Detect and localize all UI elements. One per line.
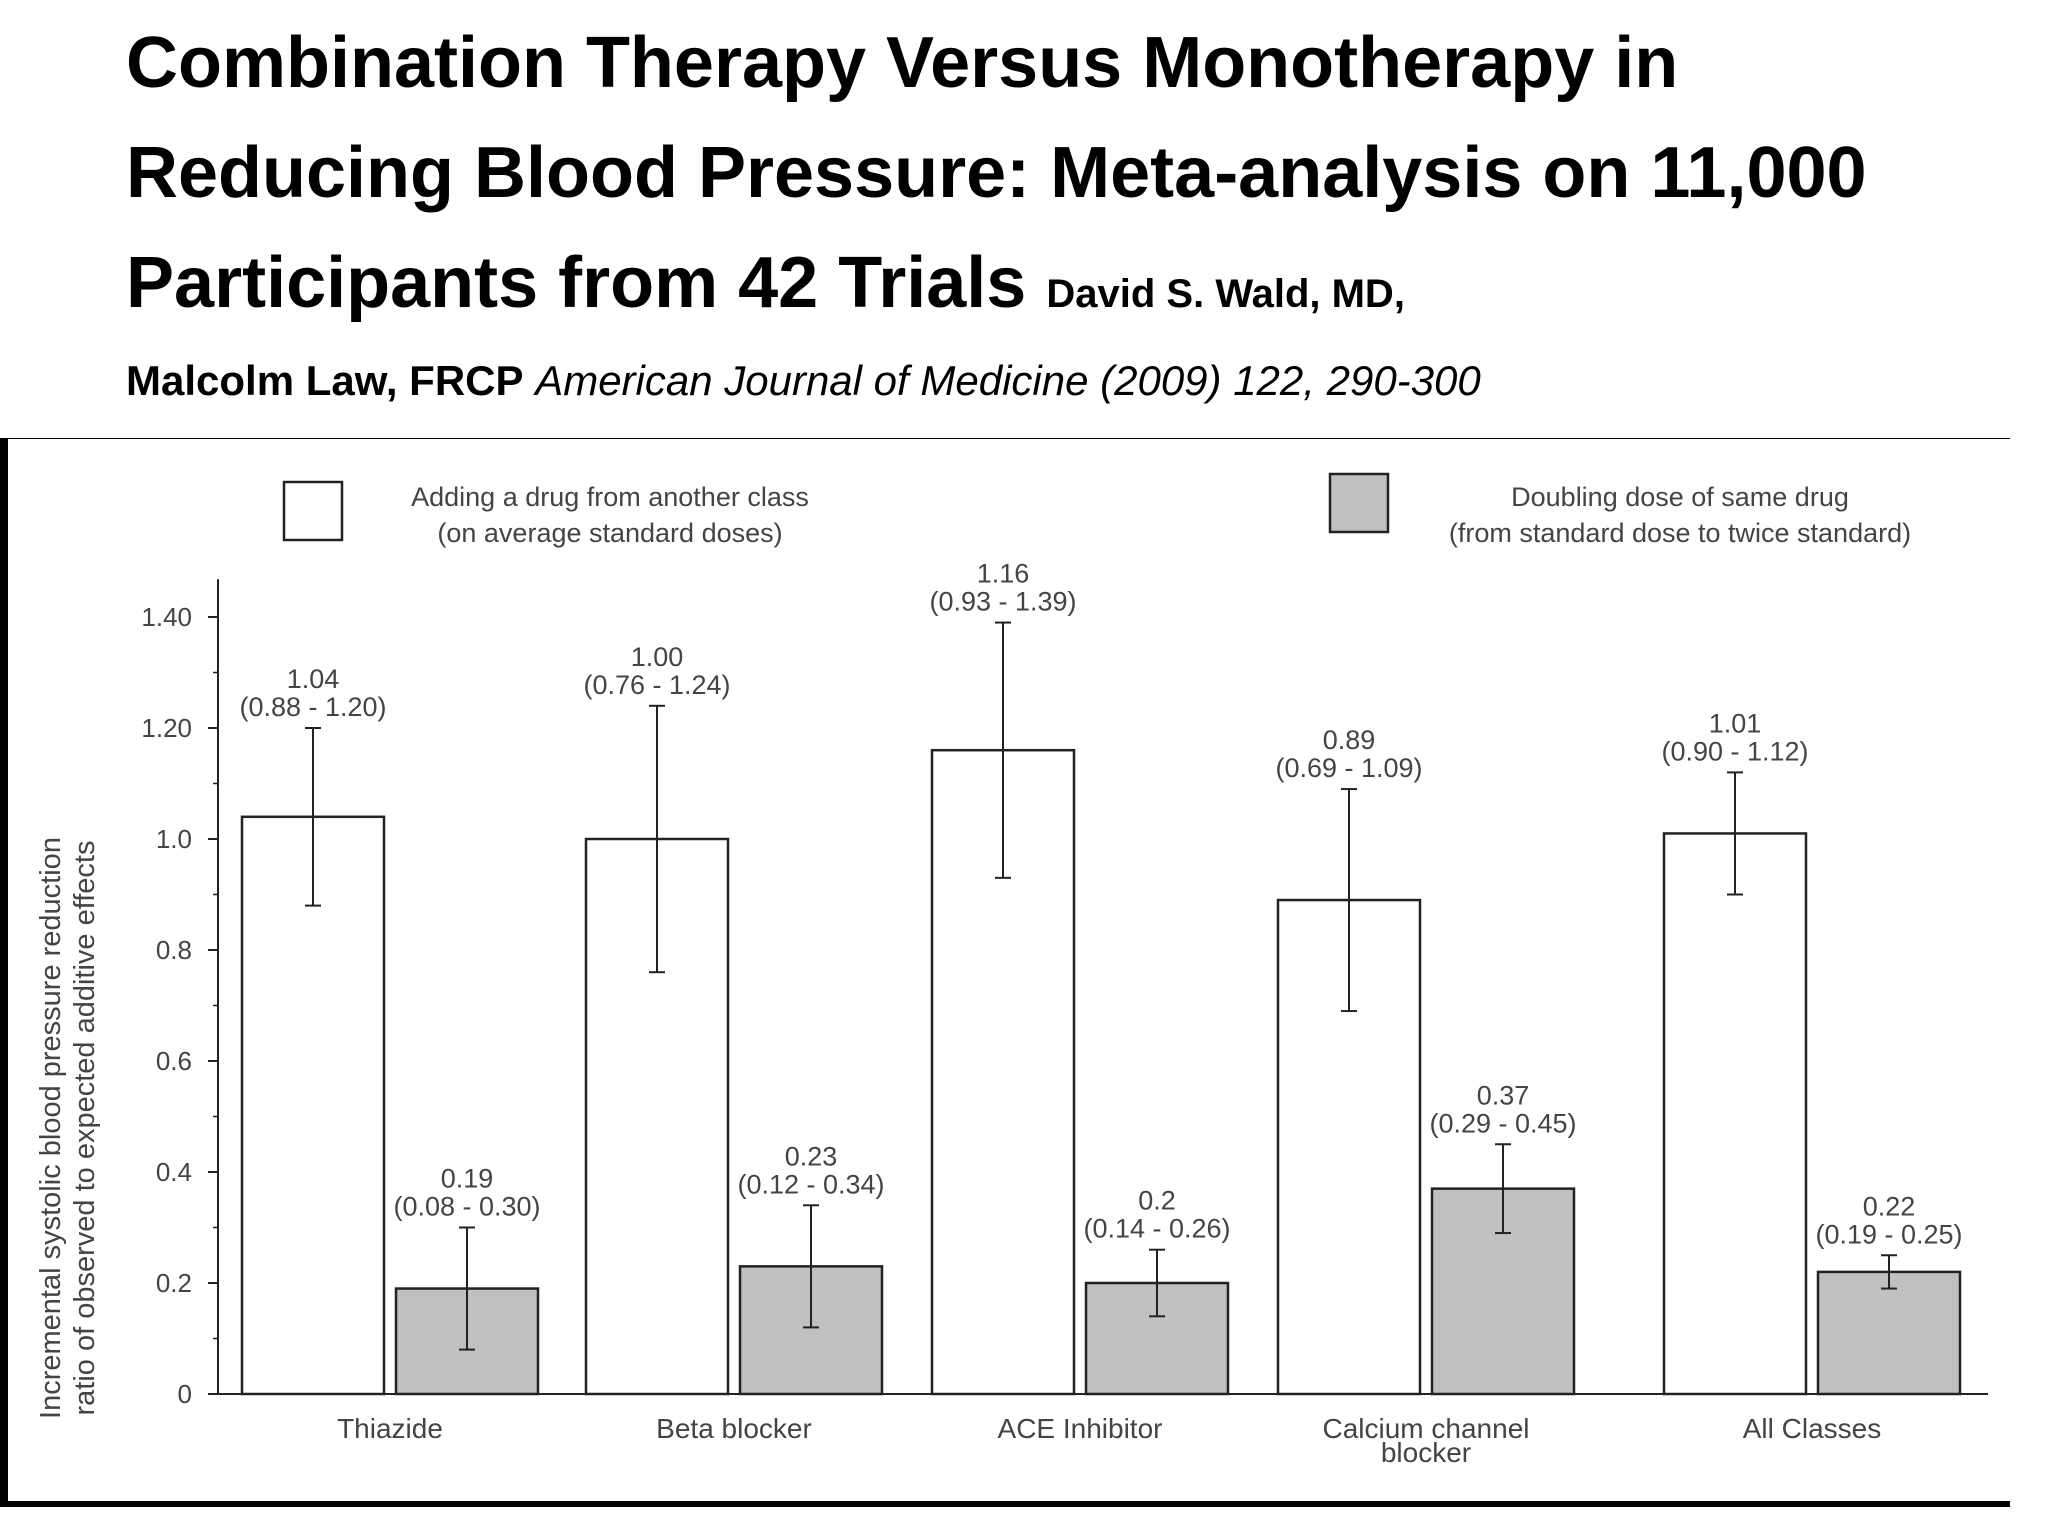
chart: 0 0.2 0.4 0.6 0.8 1.0 1.20 1.40 Incremental syst… [0,438,2010,1507]
value-label: 1.00 [631,642,684,672]
y-tick-label: 0.2 [156,1268,192,1298]
legend-sublabel-add-drug: (on average standard doses) [437,518,782,548]
bar-double-dose [1816,1270,1962,1396]
value-label: 0.23 [785,1141,838,1171]
value-label: 0.19 [441,1164,494,1194]
value-label: 0.37 [1477,1080,1530,1110]
value-label: 0.2 [1138,1186,1176,1216]
category-label: blocker [1381,1437,1471,1468]
legend-label-double-dose: Doubling dose of same drug [1511,482,1849,512]
value-label: 1.01 [1709,708,1762,738]
y-axis-title-line-1: Incremental systolic blood pressure redu… [35,837,67,1419]
y-tick-label: 1.0 [156,824,192,854]
category-label: Beta blocker [656,1413,812,1444]
authors-line-2: Malcolm Law, FRCP [126,357,524,404]
y-tick-label: 0.4 [156,1157,192,1187]
value-label: 0.22 [1863,1191,1916,1221]
title-text: Combination Therapy Versus Monotherapy i… [126,23,1867,323]
ci-label: (0.88 - 1.20) [239,692,386,722]
y-tick-label: 0.6 [156,1046,192,1076]
ci-label: (0.93 - 1.39) [929,587,1076,617]
legend-swatch-add-drug [282,480,344,542]
value-label: 1.04 [287,664,340,694]
ci-label: (0.08 - 0.30) [393,1192,540,1222]
category-label: Thiazide [337,1413,443,1444]
citation-line: Malcolm Law, FRCP American Journal of Me… [126,351,1986,411]
legend-label-add-drug: Adding a drug from another class [411,482,809,512]
ci-label: (0.29 - 0.45) [1429,1108,1576,1138]
y-tick-label: 1.40 [141,602,192,632]
journal-citation: American Journal of Medicine (2009) 122,… [535,357,1481,404]
value-label: 0.89 [1323,725,1376,755]
ci-label: (0.14 - 0.26) [1083,1214,1230,1244]
y-tick-label: 0 [178,1379,192,1409]
slide-title: Combination Therapy Versus Monotherapy i… [126,8,1986,411]
chart-frame: 0 0.2 0.4 0.6 0.8 1.0 1.20 1.40 Incremental syst… [0,438,2016,1508]
ci-label: (0.69 - 1.09) [1275,753,1422,783]
bar-add-drug [1662,832,1808,1396]
ci-label: (0.76 - 1.24) [583,670,730,700]
y-tick-label: 1.20 [141,713,192,743]
value-label: 1.16 [977,559,1030,589]
legend-sublabel-double-dose: (from standard dose to twice standard) [1449,518,1911,548]
ci-label: (0.90 - 1.12) [1661,736,1808,766]
y-axis-title-line-2: ratio of observed to expected additive e… [69,841,101,1416]
category-label: All Classes [1743,1413,1881,1444]
category-label: Calcium channel [1323,1413,1530,1444]
authors-line-1: David S. Wald, MD, [1046,272,1405,316]
y-tick-label: 0.8 [156,935,192,965]
ci-label: (0.12 - 0.34) [737,1169,884,1199]
category-label: ACE Inhibitor [998,1413,1163,1444]
legend-swatch-double-dose [1328,472,1390,534]
ci-label: (0.19 - 0.25) [1815,1219,1962,1249]
